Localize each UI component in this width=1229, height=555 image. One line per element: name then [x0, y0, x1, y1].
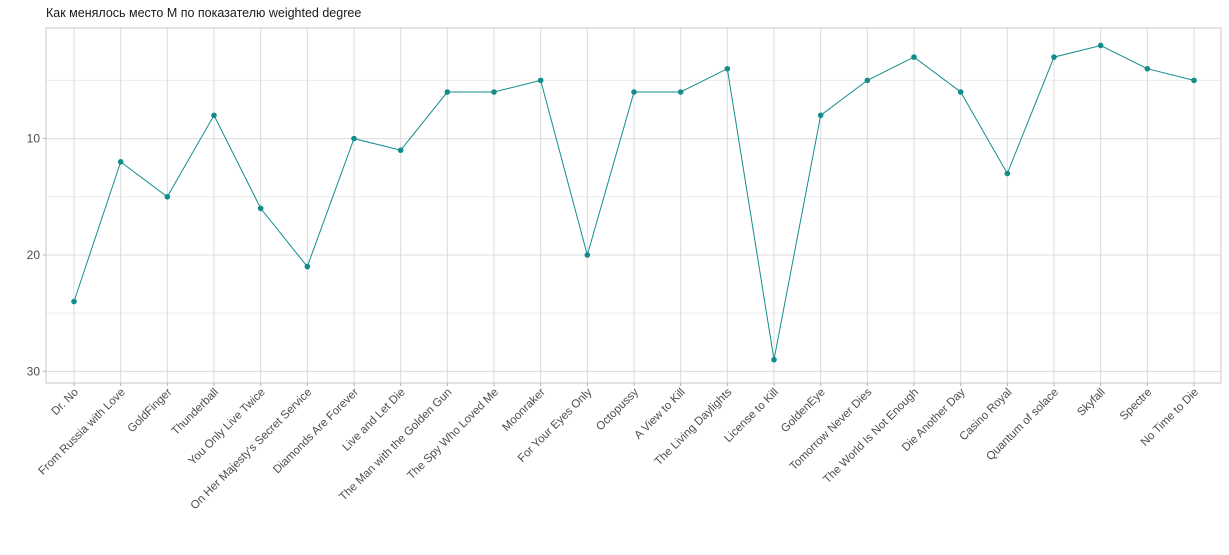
x-tick-label: Diamonds Are Forever	[271, 386, 361, 476]
data-point	[71, 298, 77, 305]
x-tick-label: From Russia with Love	[37, 386, 128, 477]
data-point	[724, 65, 731, 72]
x-tick-label: Octopussy	[594, 386, 641, 433]
y-axis-ticks: 10 20 30	[27, 132, 46, 378]
chart-title: Как менялось место М по показателю weigh…	[46, 6, 362, 20]
x-tick-label: Tomorrow Never Dies	[788, 386, 875, 473]
data-point	[631, 89, 637, 95]
x-tick-label: The World Is Not Enough	[821, 386, 921, 486]
data-point	[1004, 170, 1011, 177]
x-tick-label: Spectre	[1118, 386, 1155, 423]
data-point	[117, 159, 124, 165]
data-point	[537, 77, 544, 84]
data-point	[1097, 42, 1104, 49]
x-tick-label: You Only Live Twice	[186, 386, 267, 467]
data-point	[1191, 77, 1197, 84]
x-tick-label: GoldFinger	[126, 386, 175, 435]
x-tick-label: Skyfall	[1075, 386, 1107, 418]
x-tick-label: Moonraker	[500, 386, 547, 433]
data-point	[211, 112, 217, 119]
x-tick-label: GoldenEye	[779, 386, 828, 435]
data-point	[677, 89, 684, 95]
data-points	[71, 42, 1197, 363]
data-point	[771, 356, 777, 363]
data-point	[164, 193, 171, 200]
data-point	[957, 89, 964, 95]
data-point	[1144, 65, 1151, 72]
major-grid	[46, 28, 1221, 383]
data-point	[351, 135, 357, 142]
y-tick-label: 20	[27, 248, 41, 262]
data-point	[911, 54, 917, 60]
data-point	[304, 263, 311, 270]
x-tick-label: The Spy Who Loved Me	[405, 386, 501, 482]
data-point	[444, 89, 451, 95]
data-point	[257, 205, 264, 212]
data-point	[1051, 54, 1057, 60]
y-tick-label: 10	[27, 132, 41, 146]
data-point	[491, 89, 497, 95]
x-tick-label: The Living Daylights	[653, 386, 735, 468]
data-point	[864, 77, 871, 84]
x-tick-label: Dr. No	[50, 386, 82, 418]
data-point	[817, 112, 824, 119]
data-point	[397, 147, 404, 154]
data-point	[584, 252, 591, 258]
x-tick-label: Thunderball	[170, 386, 221, 437]
y-tick-label: 30	[27, 364, 41, 378]
